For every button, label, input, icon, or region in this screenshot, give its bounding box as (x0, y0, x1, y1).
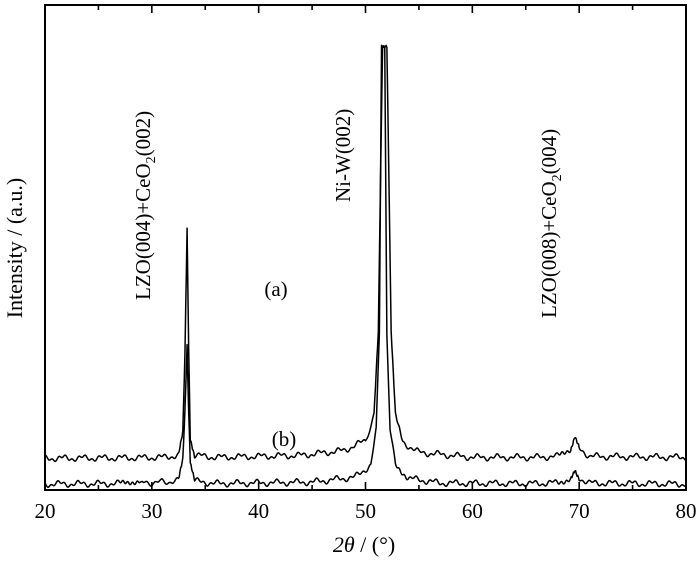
x-tick-label: 20 (35, 499, 56, 523)
x-tick-label: 60 (462, 499, 483, 523)
y-axis-label: Intensity / (a.u.) (2, 178, 27, 319)
annotation-text: LZO(008)+CeO (537, 181, 561, 318)
x-tick-label: 80 (676, 499, 697, 523)
series-layer (44, 44, 687, 488)
annotation-peak1: LZO(004)+CeO2(002) (131, 111, 159, 300)
x-tick-label: 30 (141, 499, 162, 523)
annotation-peak3: LZO(008)+CeO2(004) (537, 129, 565, 318)
series-line-a (44, 44, 687, 463)
peak-annotations: LZO(004)+CeO2(002) Ni-W(002)LZO(008)+CeO2… (131, 109, 565, 318)
series-line-b (44, 44, 687, 488)
x-axis-label-unit: / (°) (355, 532, 396, 557)
series-label-b: (b) (272, 427, 297, 451)
x-tick-label: 50 (355, 499, 376, 523)
annotation-tail: (002) (131, 111, 155, 157)
annotation-subscript: 2 (144, 156, 159, 163)
x-tick-label: 40 (248, 499, 269, 523)
x-axis-label-var: 2θ (333, 532, 355, 557)
x-axis-label: 2θ / (°) (333, 532, 395, 557)
x-tick-label: 70 (569, 499, 590, 523)
annotation-peak2: Ni-W(002) (331, 109, 355, 202)
series-labels: (a) (b) (264, 277, 296, 451)
annotation-text: Ni-W(002) (331, 109, 355, 202)
series-label-a: (a) (264, 277, 287, 301)
annotation-text: LZO(004)+CeO (131, 163, 155, 300)
x-axis-ticks: 20 30 40 50 60 70 80 (35, 5, 697, 523)
annotation-subscript: 2 (550, 174, 565, 181)
annotation-tail: (004) (537, 129, 561, 175)
